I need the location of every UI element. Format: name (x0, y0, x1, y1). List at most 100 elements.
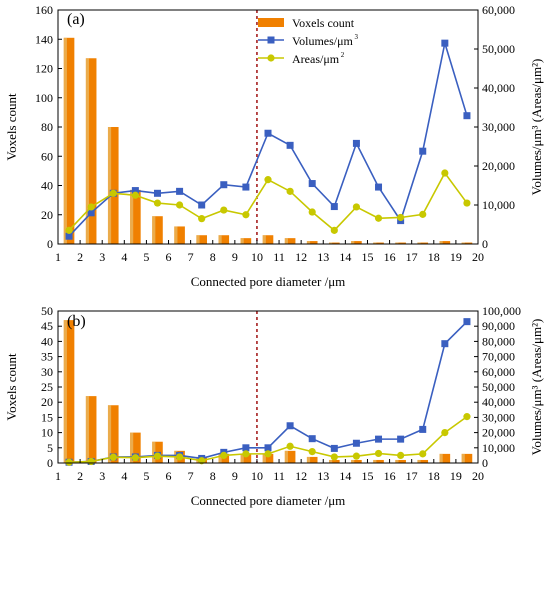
voxel-bar-sheen (461, 242, 465, 244)
area-point (463, 413, 471, 421)
x-tick-label: 12 (295, 250, 307, 264)
volume-point (242, 183, 250, 191)
voxel-bar (373, 459, 384, 463)
voxel-bar-sheen (329, 242, 333, 244)
x-axis-title: Connected pore diameter /μm (191, 493, 346, 508)
left-tick-label: 0 (47, 237, 53, 251)
area-point (463, 199, 471, 207)
volume-point (308, 180, 316, 188)
area-point (131, 454, 139, 462)
volume-point (352, 139, 360, 147)
x-tick-label: 14 (339, 469, 351, 483)
legend-volume-sup: 3 (355, 33, 359, 41)
x-tick-label: 9 (232, 250, 238, 264)
right-tick-label: 10,000 (482, 198, 515, 212)
left-tick-label: 160 (35, 3, 53, 17)
area-point (198, 215, 206, 223)
volume-point (330, 203, 338, 211)
voxel-bar-sheen (152, 441, 156, 463)
x-tick-label: 20 (472, 469, 484, 483)
area-point (109, 189, 117, 197)
right-axis-title: Volumes/μm³ (Areas/μm²) (529, 59, 544, 196)
area-point (308, 208, 316, 216)
x-tick-label: 18 (428, 250, 440, 264)
volume-point (352, 439, 360, 447)
voxel-bar-sheen (395, 242, 399, 244)
left-tick-label: 0 (47, 456, 53, 470)
volume-point (286, 422, 294, 430)
voxel-bar (85, 396, 97, 463)
voxel-bar-sheen (130, 189, 134, 244)
left-tick-label: 5 (47, 441, 53, 455)
x-tick-label: 11 (273, 250, 285, 264)
voxel-bar (262, 453, 274, 463)
volume-point (176, 187, 184, 195)
area-point (131, 191, 139, 199)
area-point (65, 458, 73, 466)
voxel-bar (240, 238, 252, 244)
left-axis-title: Voxels count (4, 353, 19, 421)
left-tick-label: 120 (35, 62, 53, 76)
volume-point (220, 181, 228, 189)
voxel-bar (240, 453, 252, 463)
legend-volume-label: Volumes/μm (292, 34, 354, 48)
area-point (374, 449, 383, 458)
area-point (87, 203, 95, 211)
volume-point (153, 189, 161, 197)
x-tick-label: 19 (450, 250, 462, 264)
voxel-bar (306, 456, 318, 463)
x-tick-label: 4 (121, 469, 127, 483)
right-tick-label: 80,000 (482, 334, 515, 348)
area-point (330, 453, 338, 461)
volume-point (87, 209, 95, 217)
volume-point (264, 129, 272, 137)
volume-point (463, 318, 471, 326)
left-tick-label: 20 (41, 208, 53, 222)
area-point (352, 203, 361, 211)
panel-label: (b) (67, 313, 86, 330)
panel-a: 020406080100120140160010,00020,00030,000… (4, 3, 544, 289)
x-tick-label: 2 (77, 469, 83, 483)
left-tick-label: 100 (35, 91, 53, 105)
x-tick-label: 15 (361, 250, 373, 264)
voxel-bar (174, 226, 185, 244)
voxel-bar (284, 450, 296, 463)
right-axis-title: Volumes/μm³ (Areas/μm²) (529, 319, 544, 456)
area-point (220, 451, 228, 459)
left-tick-label: 60 (41, 149, 53, 163)
voxel-bar (395, 459, 406, 463)
voxel-bar-sheen (395, 459, 399, 463)
area-point (220, 206, 228, 214)
x-tick-label: 1 (55, 250, 61, 264)
x-tick-label: 14 (339, 250, 351, 264)
voxel-bar-sheen (439, 241, 443, 244)
voxel-bar (85, 58, 97, 245)
voxel-bar (130, 432, 141, 463)
voxel-bar-sheen (63, 37, 67, 244)
x-tick-label: 10 (251, 469, 263, 483)
x-tick-label: 6 (166, 469, 172, 483)
voxel-bar-sheen (218, 453, 222, 463)
voxel-bar (461, 242, 473, 244)
voxel-bar (439, 453, 451, 463)
x-tick-label: 13 (317, 250, 329, 264)
voxel-bar (218, 235, 230, 244)
volume-point (286, 141, 294, 149)
voxel-bar-sheen (461, 453, 465, 463)
voxel-bar-sheen (85, 58, 90, 245)
legend-area-sup: 2 (341, 51, 345, 59)
x-tick-label: 18 (428, 469, 440, 483)
voxel-bar (262, 235, 274, 244)
left-tick-label: 30 (41, 365, 53, 379)
right-tick-label: 100,000 (482, 304, 521, 318)
legend-area-label: Areas/μm (292, 52, 340, 66)
left-tick-label: 140 (35, 32, 53, 46)
x-tick-label: 12 (295, 469, 307, 483)
x-tick-label: 4 (121, 250, 127, 264)
voxel-bar-sheen (284, 238, 288, 244)
voxel-bar-sheen (107, 405, 112, 463)
right-tick-label: 40,000 (482, 395, 515, 409)
voxel-bar-sheen (196, 235, 200, 244)
x-tick-label: 20 (472, 250, 484, 264)
